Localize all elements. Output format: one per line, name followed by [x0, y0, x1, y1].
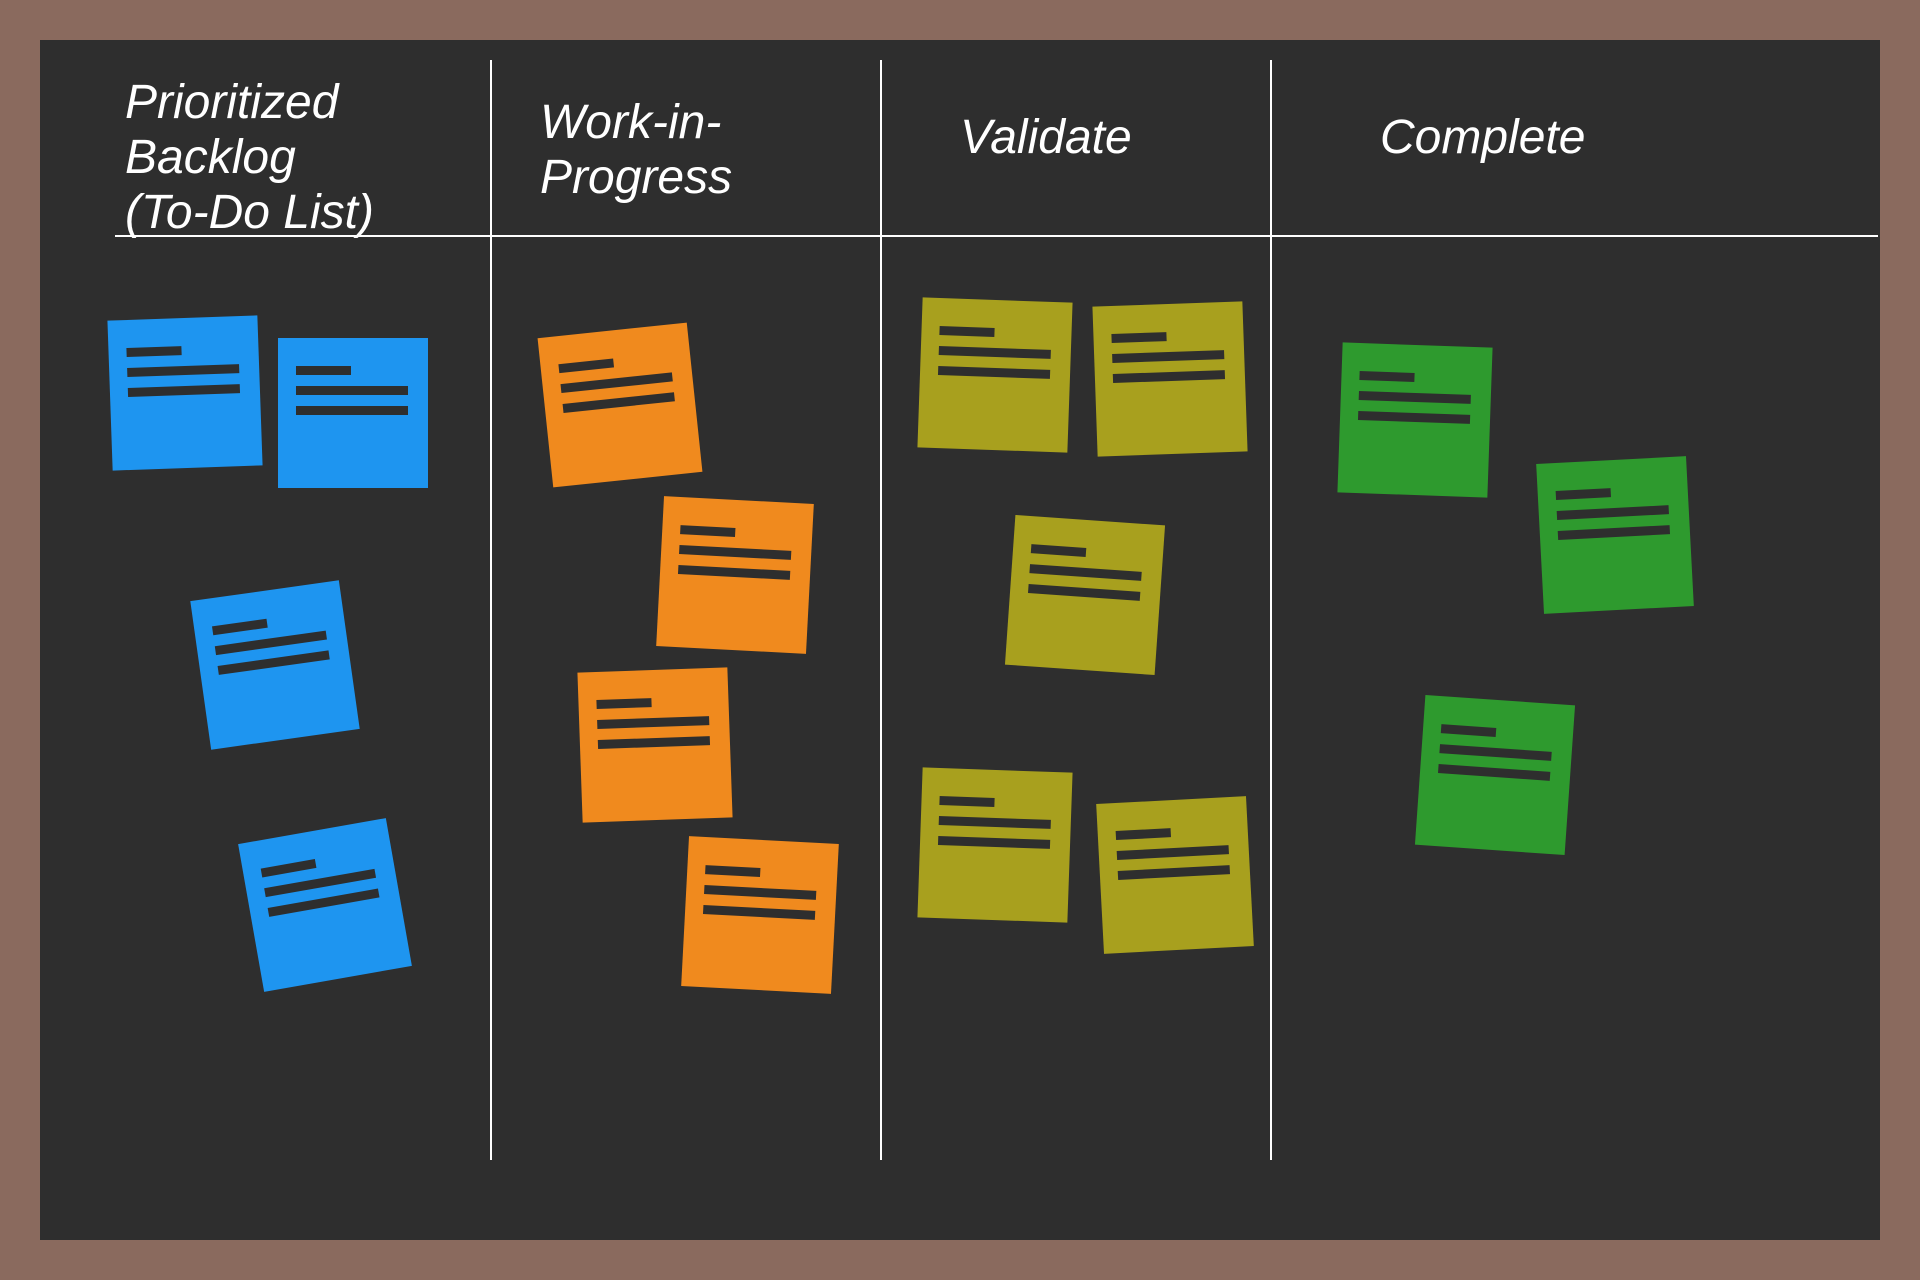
note-text-line	[128, 384, 240, 397]
sticky-note-b3[interactable]	[190, 580, 359, 749]
note-text-line	[1117, 845, 1229, 860]
column-divider-backlog	[490, 60, 492, 1160]
note-text-line	[563, 392, 675, 413]
column-header-validate: Validate	[960, 110, 1132, 165]
note-text-line	[1113, 370, 1225, 383]
note-text-line	[1441, 724, 1496, 737]
note-text-line	[597, 716, 709, 729]
note-text-line	[296, 366, 351, 375]
note-text-line	[296, 386, 408, 395]
note-text-line	[1556, 488, 1611, 500]
note-text-line	[1118, 865, 1230, 880]
note-text-line	[1116, 828, 1171, 840]
column-header-complete: Complete	[1380, 110, 1585, 165]
note-text-line	[218, 650, 330, 674]
note-text-line	[1031, 544, 1086, 557]
note-text-line	[1358, 411, 1470, 424]
sticky-note-c2[interactable]	[1536, 456, 1694, 614]
sticky-note-w4[interactable]	[681, 836, 839, 994]
note-text-line	[705, 865, 760, 877]
note-text-line	[1558, 525, 1670, 540]
note-text-line	[938, 366, 1050, 379]
sticky-note-v3[interactable]	[1005, 515, 1165, 675]
sticky-note-v5[interactable]	[1096, 796, 1254, 954]
note-text-line	[939, 346, 1051, 359]
note-text-line	[1359, 391, 1471, 404]
note-text-line	[598, 736, 710, 749]
note-text-line	[1557, 505, 1669, 520]
sticky-note-c3[interactable]	[1415, 695, 1575, 855]
note-text-line	[939, 326, 994, 337]
note-text-line	[679, 545, 791, 560]
note-text-line	[938, 836, 1050, 849]
note-text-line	[680, 525, 735, 537]
note-text-line	[296, 406, 408, 415]
note-text-line	[678, 565, 790, 580]
sticky-note-c1[interactable]	[1337, 342, 1492, 497]
note-text-line	[1029, 564, 1141, 581]
sticky-note-v4[interactable]	[917, 767, 1072, 922]
note-text-line	[1359, 371, 1414, 382]
note-text-line	[1111, 332, 1166, 343]
header-divider	[115, 235, 1878, 237]
note-text-line	[1439, 744, 1551, 761]
sticky-note-v1[interactable]	[917, 297, 1072, 452]
sticky-note-w2[interactable]	[656, 496, 814, 654]
kanban-frame: Prioritized Backlog (To-Do List) Work-in-…	[0, 0, 1920, 1280]
note-text-line	[939, 816, 1051, 829]
column-header-backlog: Prioritized Backlog (To-Do List)	[125, 75, 374, 241]
note-text-line	[1438, 764, 1550, 781]
column-divider-wip	[880, 60, 882, 1160]
sticky-note-b2[interactable]	[278, 338, 428, 488]
note-text-line	[126, 346, 181, 357]
note-text-line	[1028, 584, 1140, 601]
sticky-note-v2[interactable]	[1092, 301, 1247, 456]
sticky-note-w1[interactable]	[538, 323, 703, 488]
note-text-line	[1112, 350, 1224, 363]
sticky-note-w3[interactable]	[577, 667, 732, 822]
note-text-line	[212, 619, 268, 636]
note-text-line	[596, 698, 651, 709]
note-text-line	[127, 364, 239, 377]
note-text-line	[261, 859, 317, 877]
note-text-line	[215, 631, 327, 655]
sticky-note-b4[interactable]	[238, 818, 412, 992]
note-text-line	[703, 905, 815, 920]
column-header-wip: Work-in- Progress	[540, 95, 732, 205]
column-divider-validate	[1270, 60, 1272, 1160]
note-text-line	[560, 372, 672, 393]
note-text-line	[939, 796, 994, 807]
sticky-note-b1[interactable]	[107, 315, 262, 470]
note-text-line	[558, 358, 614, 373]
note-text-line	[704, 885, 816, 900]
